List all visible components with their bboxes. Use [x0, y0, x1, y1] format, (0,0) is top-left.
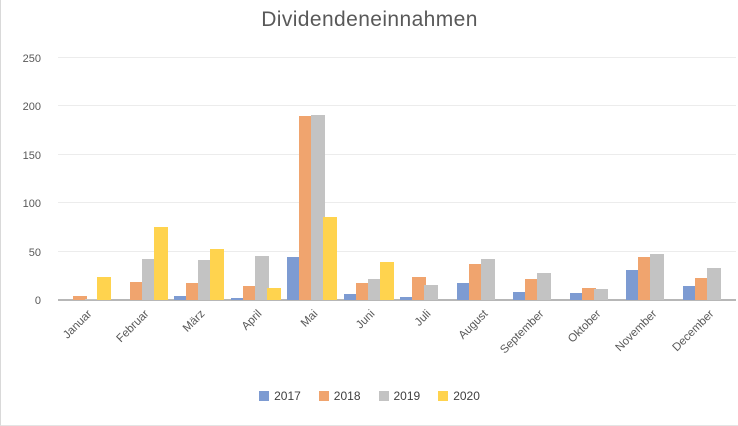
- bar-group-september: [510, 58, 567, 300]
- bar-2017-juli: [400, 297, 415, 300]
- legend-label-2019: 2019: [393, 389, 421, 403]
- bar-2017-mai: [287, 257, 302, 300]
- x-axis-label-august: August: [456, 308, 491, 342]
- x-axis-label-februar: Februar: [114, 308, 152, 345]
- legend-item-2020: 2020: [438, 389, 480, 403]
- bar-2020-januar: [97, 276, 112, 300]
- legend-item-2018: 2018: [318, 389, 361, 403]
- bar-2017-november: [626, 270, 641, 300]
- bar-2019-mai: [311, 115, 326, 300]
- bar-2019-februar: [141, 259, 156, 300]
- gridline: [58, 105, 736, 107]
- bar-2020-m-rz: [210, 248, 225, 300]
- x-axis-label-januar: Januar: [61, 308, 95, 342]
- x-axis-line: [58, 299, 736, 301]
- bar-group-oktober: [567, 58, 624, 300]
- bar-2017-december: [682, 286, 697, 300]
- legend-swatch-2017: [259, 391, 270, 401]
- y-axis: 0 50 100 150 200 250: [1, 53, 51, 307]
- bar-group-august: [454, 58, 511, 300]
- plot-area: [58, 57, 736, 301]
- bar-group-april: [228, 58, 285, 300]
- bar-2017-august: [456, 282, 471, 300]
- bar-2019-juli: [424, 285, 439, 300]
- x-axis-label-juli: Juli: [413, 308, 434, 329]
- x-axis-label-juni: Juni: [353, 308, 378, 332]
- bar-2019-januar: [85, 299, 100, 300]
- x-axis-label-m-rz: März: [181, 308, 208, 335]
- legend: 2017 2018 2019 2020: [1, 389, 738, 403]
- legend-swatch-2019: [378, 391, 389, 401]
- y-axis-tick-label: 250: [22, 53, 41, 65]
- bar-2018-august: [468, 264, 483, 300]
- bar-2020-juni: [379, 262, 394, 300]
- bar-2018-april: [242, 286, 257, 300]
- x-axis-label-december: December: [670, 308, 717, 355]
- x-axis-label-september: September: [498, 308, 547, 357]
- bar-2017-september: [513, 292, 528, 300]
- bar-2019-december: [706, 268, 721, 300]
- bar-groups: [58, 58, 736, 300]
- bar-group-februar: [115, 58, 172, 300]
- bar-2017-juni: [343, 294, 358, 300]
- legend-swatch-2018: [318, 391, 329, 401]
- y-axis-tick-label: 200: [22, 101, 41, 114]
- legend-item-2019: 2019: [378, 389, 421, 403]
- bar-2018-juni: [355, 282, 370, 300]
- x-axis-label-oktober: Oktober: [565, 308, 604, 346]
- bar-2017-oktober: [569, 293, 584, 300]
- bar-2019-m-rz: [198, 260, 213, 300]
- bar-2018-m-rz: [186, 282, 201, 300]
- bar-2018-september: [525, 278, 540, 300]
- bar-group-mai: [284, 58, 341, 300]
- bar-2017-m-rz: [174, 296, 189, 300]
- x-axis: Januar Februar März April Mai Juni Juli August S…: [58, 304, 736, 378]
- chart-title: Dividendeneinnahmen: [261, 8, 478, 31]
- bar-2018-mai: [299, 116, 314, 300]
- y-axis-tick-label: 150: [22, 149, 41, 162]
- bar-2018-november: [638, 257, 653, 300]
- gridline: [58, 153, 736, 155]
- bar-2018-juli: [412, 276, 427, 300]
- bar-group-m-rz: [171, 58, 228, 300]
- gridline: [58, 202, 736, 204]
- bar-2019-september: [537, 272, 552, 300]
- bar-2018-oktober: [581, 288, 596, 300]
- legend-label-2020: 2020: [453, 389, 480, 403]
- bar-2020-februar: [153, 227, 168, 300]
- legend-item-2017: 2017: [259, 389, 301, 403]
- x-axis-label-mai: Mai: [299, 308, 321, 330]
- legend-label-2017: 2017: [274, 389, 301, 403]
- y-axis-tick-label: 100: [22, 198, 41, 211]
- bar-group-november: [623, 58, 680, 300]
- x-axis-label-april: April: [239, 308, 265, 333]
- bar-2019-november: [650, 253, 665, 300]
- y-axis-tick-label: 0: [34, 295, 41, 307]
- gridline: [58, 57, 736, 58]
- legend-swatch-2020: [438, 391, 449, 401]
- bar-group-juli: [397, 58, 454, 300]
- bar-2018-februar: [129, 281, 144, 300]
- bar-group-juni: [341, 58, 398, 300]
- bar-2020-mai: [323, 216, 338, 300]
- bar-2019-oktober: [593, 289, 608, 300]
- bar-2019-august: [480, 259, 495, 300]
- x-axis-label-november: November: [613, 308, 660, 355]
- bar-2018-januar: [73, 296, 88, 300]
- bar-2019-april: [254, 256, 269, 300]
- bar-2020-april: [266, 288, 281, 300]
- bar-2019-juni: [367, 278, 382, 300]
- legend-label-2018: 2018: [333, 389, 361, 403]
- y-axis-tick-label: 50: [28, 246, 41, 259]
- gridline: [58, 250, 736, 252]
- bar-2018-december: [694, 277, 709, 300]
- bar-group-december: [680, 58, 737, 300]
- bar-group-januar: [58, 58, 115, 300]
- bar-2017-april: [230, 298, 245, 300]
